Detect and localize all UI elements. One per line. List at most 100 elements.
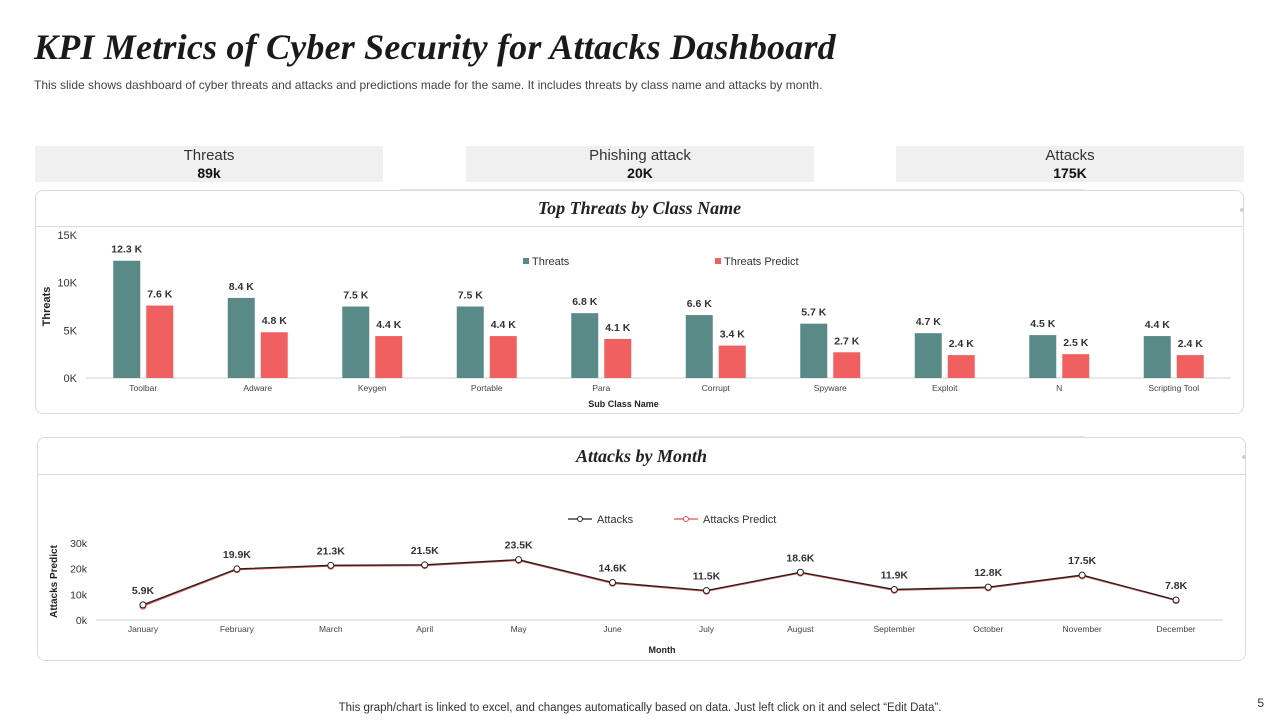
kpi-value: 89k	[197, 165, 221, 181]
bar-value-label: 8.4 K	[229, 281, 255, 293]
bar-value-label: 5.7 K	[801, 307, 827, 319]
page-subtitle: This slide shows dashboard of cyber thre…	[34, 78, 823, 92]
bar-value-label: 6.8 K	[572, 296, 598, 308]
attacks-line-chart: 0k 10k 20k 30k Attacks Predict 5.9K 19.9K 21.3K…	[49, 514, 1223, 655]
x-tick-label: Exploit	[932, 383, 958, 393]
kpi-card-phishing-attack: Phishing attack 20K	[466, 146, 814, 182]
point-attacks	[327, 561, 335, 569]
y-tick-label: 0K	[64, 373, 78, 385]
bar-value-label: 4.1 K	[605, 322, 631, 334]
bar-value-label: 2.4 K	[949, 338, 975, 350]
kpi-label: Attacks	[1045, 147, 1095, 164]
bar-value-label: 2.7 K	[834, 335, 860, 347]
line-attacks	[142, 559, 1177, 606]
bar-threats	[571, 313, 599, 378]
bar-threats-predict	[947, 355, 975, 378]
point-attacks	[515, 556, 523, 564]
bar-value-label: 4.4 K	[376, 319, 402, 331]
bar-value-label: 6.6 K	[687, 298, 713, 310]
point-value-label: 21.3K	[317, 545, 345, 557]
bar-value-label: 4.7 K	[916, 316, 942, 328]
divider	[400, 436, 1085, 437]
x-tick-label: Toolbar	[129, 383, 157, 393]
y-axis-title: Threats	[41, 287, 53, 327]
x-tick-label: Keygen	[358, 383, 387, 393]
point-attacks	[796, 568, 804, 576]
x-tick-label: December	[1156, 624, 1195, 634]
page-number: 5	[1257, 696, 1264, 710]
x-tick-label: Adware	[243, 383, 272, 393]
x-tick-label: November	[1063, 624, 1102, 634]
legend-label: Attacks	[597, 514, 634, 526]
bar-value-label: 4.5 K	[1030, 318, 1056, 330]
x-axis-title: Sub Class Name	[588, 399, 659, 409]
kpi-label: Phishing attack	[589, 147, 691, 164]
bar-threats-predict	[1062, 354, 1090, 378]
x-tick-label: Spyware	[814, 383, 847, 393]
point-value-label: 14.6K	[599, 563, 627, 575]
bar-threats-predict	[489, 336, 517, 378]
bar-value-label: 4.4 K	[491, 319, 517, 331]
point-value-label: 18.6K	[786, 552, 814, 564]
point-value-label: 5.9K	[132, 585, 155, 597]
point-attacks	[1078, 571, 1086, 579]
bar-threats-predict	[833, 352, 861, 378]
attacks-panel: Attacks by Month	[37, 437, 1246, 661]
legend-label: Attacks Predict	[703, 514, 776, 526]
y-tick-label: 20k	[70, 564, 88, 576]
x-tick-label: August	[787, 624, 814, 634]
bar-value-label: 12.3 K	[111, 244, 142, 256]
kpi-card-attacks: Attacks 175K	[896, 146, 1244, 182]
x-tick-label: July	[699, 624, 715, 634]
bar-value-label: 7.5 K	[343, 290, 369, 302]
bar-threats	[685, 315, 713, 378]
y-tick-label: 30k	[70, 538, 88, 550]
threats-bar-chart: 0K 5K 10K 15K Threats 12.3 K 7.6 K Toolbar 8.4 K…	[41, 230, 1231, 409]
x-tick-label: Portable	[471, 383, 503, 393]
kpi-value: 20K	[627, 165, 653, 181]
point-attacks	[609, 579, 617, 587]
x-tick-label: Corrupt	[702, 383, 731, 393]
x-tick-label: Scripting Tool	[1148, 383, 1199, 393]
legend-marker	[683, 516, 689, 522]
point-value-label: 11.9K	[881, 569, 909, 581]
bar-threats-predict	[718, 345, 746, 378]
point-attacks	[421, 561, 429, 569]
legend-label: Threats Predict	[724, 256, 799, 268]
x-tick-label: October	[973, 624, 1003, 634]
y-tick-label: 0k	[76, 615, 88, 627]
legend-swatch	[523, 258, 529, 264]
legend-label: Threats	[532, 256, 570, 268]
y-tick-label: 15K	[57, 230, 77, 242]
legend-marker	[577, 516, 583, 522]
kpi-label: Threats	[183, 147, 235, 164]
x-tick-label: September	[873, 624, 915, 634]
bar-threats	[227, 297, 255, 378]
decor-dot	[1242, 455, 1246, 459]
x-tick-label: June	[603, 624, 622, 634]
bar-value-label: 3.4 K	[720, 329, 746, 341]
bar-threats	[342, 306, 370, 378]
point-attacks	[984, 583, 992, 591]
bar-threats-predict	[1176, 355, 1204, 378]
y-tick-label: 10k	[70, 589, 88, 601]
point-value-label: 21.5K	[411, 545, 439, 557]
point-value-label: 11.5K	[693, 570, 721, 582]
bar-threats	[1029, 335, 1057, 378]
x-tick-label: April	[416, 624, 433, 634]
point-attacks	[890, 585, 898, 593]
point-attacks	[1172, 596, 1180, 604]
kpi-value: 175K	[1053, 165, 1087, 181]
bar-threats	[1143, 336, 1171, 378]
point-value-label: 23.5K	[505, 540, 533, 552]
point-value-label: 17.5K	[1068, 555, 1096, 567]
y-tick-label: 10K	[57, 278, 77, 290]
bar-threats-predict	[604, 338, 632, 378]
bar-threats-predict	[146, 305, 174, 378]
x-tick-label: March	[319, 624, 343, 634]
bar-threats	[113, 260, 141, 378]
decor-dot	[1240, 208, 1244, 212]
bar-value-label: 2.4 K	[1178, 338, 1204, 350]
bar-value-label: 7.6 K	[147, 289, 173, 301]
bar-value-label: 4.4 K	[1145, 319, 1171, 331]
